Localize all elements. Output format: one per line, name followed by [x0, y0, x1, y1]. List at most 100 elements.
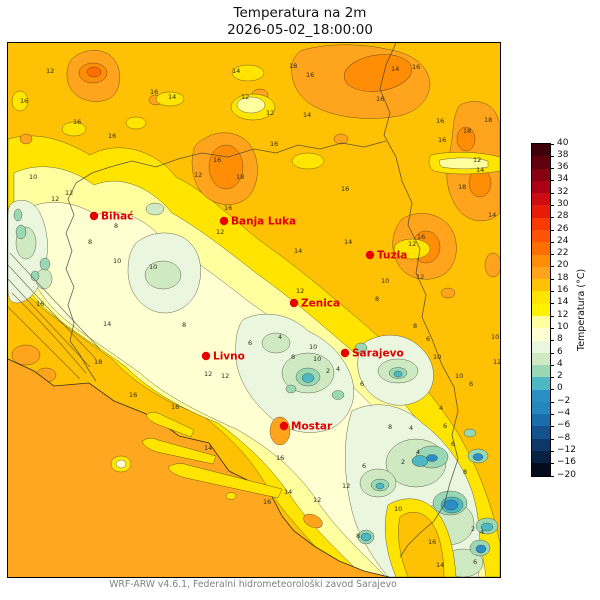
contour-label: 6	[451, 440, 455, 448]
contour-label: 4	[416, 448, 420, 456]
contour-label: 14	[391, 65, 399, 73]
colorbar-tick-mark	[550, 352, 554, 354]
colorbar-segment	[532, 205, 550, 218]
city-label-bihac: Bihać	[101, 211, 133, 223]
colorbar-tick-label: 10	[557, 321, 569, 332]
colorbar-segment	[532, 401, 550, 415]
contour-label: 16	[376, 95, 384, 103]
plot-title: Temperatura na 2m 2026-05-02_18:00:00	[0, 5, 600, 39]
colorbar-tick-label: 28	[557, 211, 569, 222]
contour-label: 10	[29, 173, 37, 181]
plot-title-line1: Temperatura na 2m	[233, 5, 367, 21]
colorbar-tick-mark	[550, 377, 554, 379]
map-axes: 12 14 18 16 16 14 12 12 14 16 16 18 12 16 16 10 12 14 16 16…	[7, 42, 501, 578]
contour-label: 16	[412, 63, 420, 71]
colorbar-tick-label: 12	[557, 309, 569, 320]
city-dot-banja-luka	[219, 216, 229, 226]
contour-label: 12	[216, 228, 224, 236]
contour-label: 4	[278, 333, 282, 341]
contour-label: 16	[428, 538, 436, 546]
colorbar-segment	[532, 156, 550, 169]
colorbar-tick-label: 2	[557, 371, 563, 382]
coastal-contour-cluster	[8, 252, 101, 380]
contour-label: 16	[224, 204, 232, 212]
colorbar-segment	[532, 328, 550, 341]
contour-label: 12	[416, 273, 424, 281]
contour-label: 16	[270, 140, 278, 148]
colorbar-segment	[532, 463, 550, 476]
colorbar-segment	[532, 451, 550, 464]
city-dot-sarajevo	[340, 348, 350, 358]
footer-credit: WRF-ARW v4.6.1, Federalni hidrometeorolo…	[109, 579, 397, 590]
contour-label: 8	[375, 295, 379, 303]
contour-label: 12	[266, 109, 274, 117]
contour-label: 4	[409, 424, 413, 432]
temperature-field	[8, 43, 500, 577]
colorbar-segment	[532, 279, 550, 292]
contour-label: 10	[394, 505, 402, 513]
colorbar-tick-label: 26	[557, 223, 569, 234]
contour-label: 8	[182, 321, 186, 329]
contour-label: 12	[473, 156, 481, 164]
colorbar-tick-mark	[550, 389, 554, 391]
colorbar-tick-mark	[550, 450, 554, 452]
contour-label: 10	[381, 277, 389, 285]
colorbar-tick-mark	[550, 438, 554, 440]
contour-label: 2	[326, 367, 330, 375]
city-label-mostar: Mostar	[291, 421, 333, 433]
contour-label: 12	[241, 93, 249, 101]
contour-label: 10	[491, 333, 499, 341]
contour-label: 8	[291, 353, 295, 361]
contour-label: 6	[360, 380, 364, 388]
contour-label: 12	[493, 358, 500, 366]
colorbar-tick-label: 38	[557, 149, 569, 160]
colorbar-segment	[532, 180, 550, 194]
city-label-banja-luka: Banja Luka	[231, 216, 296, 228]
colorbar-tick-mark	[550, 401, 554, 403]
colorbar-tick-mark	[550, 180, 554, 182]
colorbar-segment	[532, 389, 550, 402]
contour-label: 8	[388, 423, 392, 431]
contour-label: 18	[484, 116, 492, 124]
colorbar-tick-mark	[550, 241, 554, 243]
colorbar-tick-label: −4	[557, 408, 571, 419]
colorbar-segment	[532, 426, 550, 439]
contour-label: 10	[113, 257, 121, 265]
contour-label: 2	[401, 458, 405, 466]
colorbar-tick-mark	[550, 364, 554, 366]
colorbar-segment	[532, 303, 550, 316]
contour-label: 12	[51, 195, 59, 203]
colorbar-tick-label: 22	[557, 248, 569, 259]
contour-label: 8	[356, 532, 360, 540]
colorbar-segment	[532, 414, 550, 427]
contour-label: 16	[276, 454, 284, 462]
contour-label: 16	[20, 97, 28, 105]
colorbar-tick-mark	[550, 327, 554, 329]
colorbar-tick-label: −20	[557, 469, 576, 480]
colorbar-tick-label: 32	[557, 186, 569, 197]
contour-label: 16	[36, 300, 44, 308]
contour-label: 10	[433, 353, 441, 361]
colorbar-tick-mark	[550, 217, 554, 219]
colorbar-tick-label: 36	[557, 162, 569, 173]
contour-label: 10	[309, 343, 317, 351]
colorbar-tick-mark	[550, 168, 554, 170]
contour-label: 6	[469, 380, 473, 388]
colorbar-segment	[532, 217, 550, 230]
contour-label: 6	[443, 422, 447, 430]
contour-label: 8	[413, 322, 417, 330]
contour-label: 14	[344, 238, 352, 246]
contour-label: 16	[417, 233, 425, 241]
contour-label: 10	[149, 263, 157, 271]
city-markers: Bihać Banja Luka Tuzla Zenica Livno Sarajevo M…	[89, 211, 407, 433]
country-borders	[65, 43, 459, 558]
contour-label: 14	[284, 488, 292, 496]
contour-label: 14	[436, 561, 444, 569]
contour-label: 4	[480, 528, 484, 536]
colorbar-tick-mark	[550, 475, 554, 477]
colorbar-tick-mark	[550, 254, 554, 256]
contour-label: 14	[232, 67, 240, 75]
colorbar-tick-label: 6	[557, 346, 563, 357]
contour-label: 12	[342, 482, 350, 490]
